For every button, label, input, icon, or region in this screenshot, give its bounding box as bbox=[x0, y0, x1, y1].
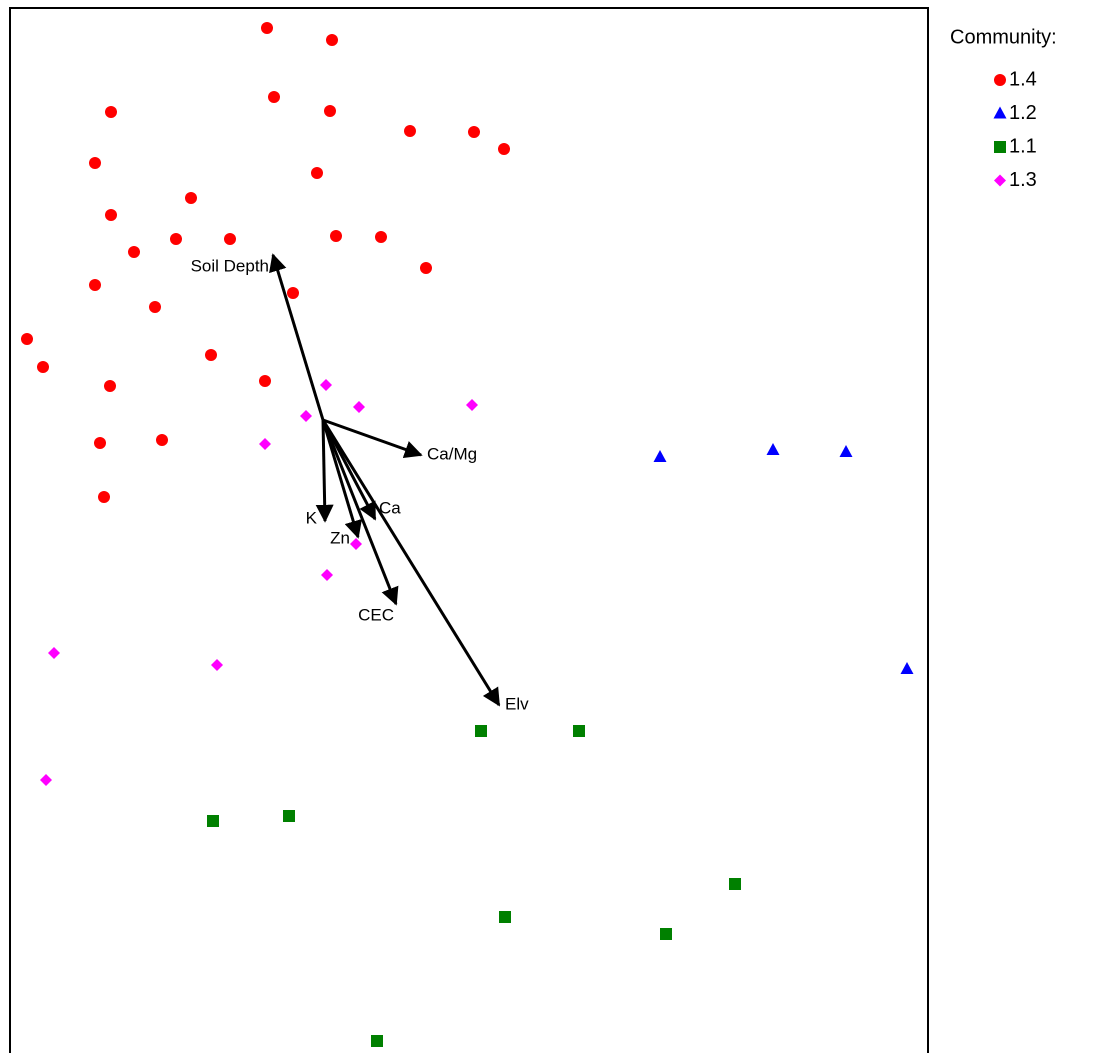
point bbox=[330, 230, 342, 242]
point bbox=[653, 450, 667, 462]
point bbox=[353, 401, 365, 413]
vector-arrow bbox=[321, 419, 501, 707]
point bbox=[205, 349, 217, 361]
point bbox=[37, 361, 49, 373]
vector-label: Ca bbox=[379, 498, 401, 517]
point bbox=[259, 438, 271, 450]
vector-arrow bbox=[321, 419, 362, 539]
plot-frame bbox=[9, 7, 929, 1053]
point bbox=[350, 538, 362, 550]
point bbox=[105, 209, 117, 221]
legend-label: 1.4 bbox=[1009, 68, 1037, 90]
point bbox=[207, 815, 219, 827]
point bbox=[40, 774, 52, 786]
vector-arrow bbox=[321, 419, 399, 606]
point bbox=[660, 928, 672, 940]
legend-marker bbox=[994, 174, 1006, 187]
point bbox=[89, 279, 101, 291]
point bbox=[466, 399, 478, 411]
point bbox=[300, 410, 312, 422]
point bbox=[311, 167, 323, 179]
point bbox=[261, 22, 273, 34]
legend-marker bbox=[993, 106, 1007, 119]
point bbox=[326, 34, 338, 46]
point bbox=[287, 287, 299, 299]
vector-label: CEC bbox=[358, 605, 394, 624]
point bbox=[224, 233, 236, 245]
vector-label: K bbox=[306, 508, 318, 527]
point bbox=[375, 231, 387, 243]
point bbox=[324, 105, 336, 117]
point bbox=[573, 725, 585, 737]
point bbox=[105, 106, 117, 118]
point bbox=[156, 434, 168, 446]
point bbox=[283, 810, 295, 822]
point bbox=[48, 647, 60, 659]
point bbox=[475, 725, 487, 737]
vector-label: Elv bbox=[505, 694, 529, 713]
vector-arrow bbox=[269, 253, 325, 421]
vector-label: Soil Depth bbox=[191, 256, 269, 275]
point bbox=[320, 379, 332, 391]
legend-label: 1.3 bbox=[1009, 169, 1037, 191]
point bbox=[371, 1035, 383, 1047]
point bbox=[94, 437, 106, 449]
point bbox=[839, 445, 853, 457]
point bbox=[498, 143, 510, 155]
point bbox=[729, 878, 741, 890]
point bbox=[766, 443, 780, 455]
point bbox=[499, 911, 511, 923]
point bbox=[185, 192, 197, 204]
point bbox=[170, 233, 182, 245]
vector-arrow bbox=[322, 418, 423, 459]
point bbox=[104, 380, 116, 392]
legend-marker bbox=[994, 141, 1006, 153]
point bbox=[149, 301, 161, 313]
point bbox=[321, 569, 333, 581]
point bbox=[128, 246, 140, 258]
point bbox=[211, 659, 223, 671]
legend-marker bbox=[994, 74, 1006, 86]
point bbox=[468, 126, 480, 138]
legend-title: Community: bbox=[950, 26, 1057, 48]
point bbox=[404, 125, 416, 137]
point bbox=[89, 157, 101, 169]
point bbox=[268, 91, 280, 103]
point bbox=[21, 333, 33, 345]
legend-label: 1.2 bbox=[1009, 102, 1037, 124]
vector-arrow bbox=[315, 419, 334, 523]
point bbox=[98, 491, 110, 503]
point bbox=[900, 662, 914, 674]
vector-label: Ca/Mg bbox=[427, 444, 477, 463]
point bbox=[259, 375, 271, 387]
vector-label: Zn bbox=[330, 528, 350, 547]
point bbox=[420, 262, 432, 274]
legend-label: 1.1 bbox=[1009, 135, 1037, 157]
